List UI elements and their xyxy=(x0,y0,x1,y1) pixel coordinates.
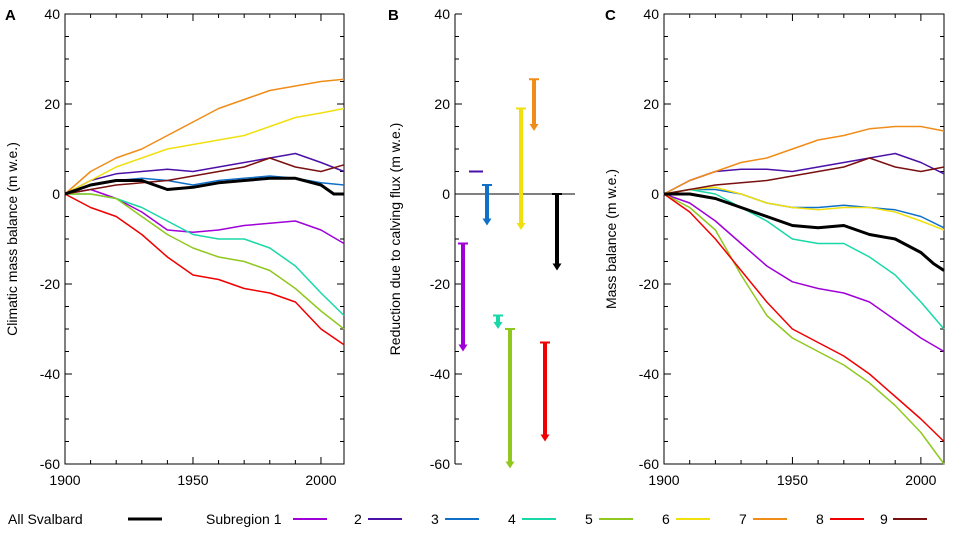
y-tick-label: 20 xyxy=(434,96,450,112)
y-tick-label: -20 xyxy=(40,276,60,292)
legend: All Svalbard Subregion 1 2 3 4 5 6 7 8 9 xyxy=(8,511,927,527)
calving-arrowhead-3 xyxy=(482,218,492,226)
y-tick-label: 0 xyxy=(442,186,450,202)
y-tick-label: 40 xyxy=(44,6,60,22)
y-tick-label: 20 xyxy=(643,96,659,112)
x-tick-label: 1900 xyxy=(49,472,80,488)
legend-label-5: 5 xyxy=(585,511,593,527)
panel-b-y-axis-title: Reduction due to calving flux (m w.e.) xyxy=(387,123,403,356)
y-tick-label: -60 xyxy=(40,456,60,472)
legend-label-subregion-1: Subregion 1 xyxy=(206,511,282,527)
x-tick-label: 2000 xyxy=(905,472,936,488)
legend-label-all: All Svalbard xyxy=(8,511,83,527)
series-line-7 xyxy=(663,125,945,195)
x-tick-label: 2000 xyxy=(305,472,336,488)
y-tick-label: 0 xyxy=(52,186,60,202)
y-tick-label: -60 xyxy=(639,456,659,472)
panel-c-plot xyxy=(663,125,945,465)
panel-b: B Reduction due to calving flux (m w.e.)… xyxy=(387,6,575,472)
panel-c-frame xyxy=(663,13,945,465)
y-tick-label: -40 xyxy=(639,366,659,382)
series-line-8 xyxy=(64,193,345,346)
y-tick-label: 0 xyxy=(651,186,659,202)
series-line-all xyxy=(64,176,344,196)
calving-arrowhead-1 xyxy=(458,344,468,352)
series-line-4 xyxy=(65,193,345,317)
y-tick-label: -20 xyxy=(430,276,450,292)
x-tick-label: 1900 xyxy=(648,472,679,488)
legend-label-4: 4 xyxy=(508,511,516,527)
calving-arrowhead-7 xyxy=(529,124,539,131)
y-tick-label: -40 xyxy=(40,366,60,382)
series-line-9 xyxy=(663,157,945,195)
y-tick-label: -20 xyxy=(639,276,659,292)
x-tick-label: 1950 xyxy=(777,472,808,488)
panel-a-plot xyxy=(64,78,345,346)
panel-c: C Mass balance (m w.e.) -60 -40 -20 0 20 40 19… xyxy=(603,6,945,488)
series-line-6 xyxy=(64,107,345,195)
legend-label-8: 8 xyxy=(816,511,824,527)
legend-label-6: 6 xyxy=(662,511,670,527)
legend-label-9: 9 xyxy=(880,511,888,527)
calving-arrowhead-8 xyxy=(540,434,550,442)
series-line-7 xyxy=(64,78,345,195)
calving-arrowhead-5 xyxy=(505,461,515,469)
legend-label-7: 7 xyxy=(739,511,747,527)
calving-arrowhead-6 xyxy=(516,223,526,230)
panel-b-plot xyxy=(458,78,562,469)
panel-c-y-axis-title: Mass balance (m w.e.) xyxy=(603,169,619,309)
x-tick-label: 1950 xyxy=(177,472,208,488)
panel-b-ticks: -60 -40 -20 0 20 40 xyxy=(430,6,462,472)
y-tick-label: -60 xyxy=(430,456,450,472)
panel-c-letter: C xyxy=(605,7,616,24)
panel-a-y-axis-title: Climatic mass balance (m w.e.) xyxy=(4,142,20,336)
series-line-4 xyxy=(663,188,945,330)
panel-b-letter: B xyxy=(388,7,399,24)
panel-a-frame xyxy=(64,13,345,465)
series-line-5 xyxy=(663,193,945,465)
y-tick-label: 40 xyxy=(643,6,659,22)
calving-arrowhead-all xyxy=(552,263,562,271)
series-line-8 xyxy=(663,193,945,443)
series-line-1 xyxy=(663,193,945,353)
series-line-5 xyxy=(65,193,345,330)
legend-label-3: 3 xyxy=(431,511,439,527)
y-tick-label: -40 xyxy=(430,366,450,382)
panel-a: A Climatic mass balance (m w.e.) -60 -40 -… xyxy=(4,6,345,488)
legend-label-2: 2 xyxy=(354,511,362,527)
y-tick-label: 40 xyxy=(434,6,450,22)
series-line-6 xyxy=(663,186,945,231)
calving-arrowhead-4 xyxy=(493,322,503,329)
series-line-all xyxy=(664,192,945,272)
series-line-2 xyxy=(64,152,345,195)
series-line-9 xyxy=(64,157,345,195)
y-tick-label: 20 xyxy=(44,96,60,112)
panel-c-ticks: -60 -40 -20 0 20 40 1900 1950 2000 xyxy=(639,6,944,488)
panel-a-letter: A xyxy=(5,7,16,24)
series-line-3 xyxy=(663,188,945,229)
